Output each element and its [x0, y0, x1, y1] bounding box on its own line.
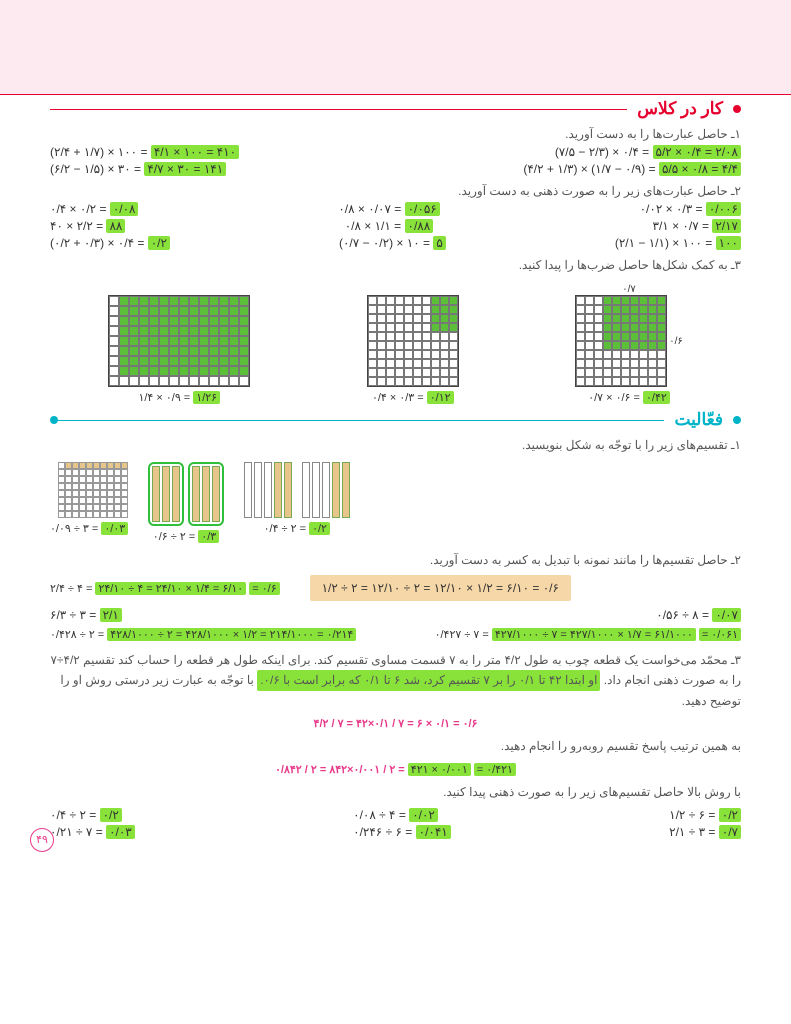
dot-icon: [733, 105, 741, 113]
act3-para: ۳ـ محمّد می‌خواست یک قطعه چوب به طول ۴/۲…: [50, 650, 741, 711]
page-number: ۴۹: [30, 828, 54, 852]
expr: ۳/۱ × ۰/۷ = ۲/۱۷: [653, 219, 741, 233]
expr: ۱/۲ ÷ ۶ = ۰/۲: [669, 808, 741, 822]
example-box: ۱/۲ ÷ ۲ = ۱۲/۱۰ ÷ ۲ = ۱۲/۱۰ × ۱/۲ = ۶/۱۰…: [310, 575, 571, 601]
divider: [58, 420, 664, 421]
mult-grid: [367, 295, 459, 387]
expr: (۰/۷ − ۰/۲) × ۱۰ = ۵: [339, 236, 446, 250]
mult-grid: [575, 295, 667, 387]
eq: ۴/۲ / ۷ = ۴۲×۰/۱ / ۷ = ۶ × ۰/۱ = ۰/۶: [50, 717, 741, 730]
q3-instr: ۳ـ به کمک شکل‌ها حاصل ضرب‌ها را پیدا کنی…: [50, 258, 741, 272]
section-title: کار در کلاس: [627, 99, 733, 119]
expr: ۰/۴۲۸ ÷ ۲ = ۴۲۸/۱۰۰۰ ÷ ۲ = ۴۲۸/۱۰۰۰ × ۱/…: [50, 628, 356, 641]
grids: ۱/۴ × ۰/۹ = ۱/۲۶ ۰/۴ × ۰/۳ = ۰/۱۲ ۰/۷ ۰/…: [50, 284, 741, 404]
expr: ۶/۳ ÷ ۳ = ۲/۱: [50, 608, 122, 622]
eq: ۰/۸۴۲ / ۲ = ۸۴۲×۰/۰۰۱ / ۲ = ۴۲۱ × ۰/۰۰۱ …: [50, 763, 741, 776]
expr: ۰/۸ × ۱/۱ = ۰/۸۸: [345, 219, 433, 233]
section-title: فعّالیت: [664, 410, 733, 430]
shape-strips: [148, 462, 184, 526]
expr: ۰/۰۸ ÷ ۴ = ۰/۰۲: [353, 808, 438, 822]
page-header: [0, 0, 791, 95]
expr: (۶/۲ − ۱/۵) × ۳۰ = ۴/۷ × ۳۰ = ۱۴۱: [50, 162, 226, 176]
expr: ۰/۴ × ۰/۲ = ۰/۰۸: [50, 202, 138, 216]
shape-strips: [244, 462, 350, 518]
expr: ۰/۴۲۷ ÷ ۷ = ۴۲۷/۱۰۰۰ ÷ ۷ = ۴۲۷/۱۰۰۰ × ۱/…: [435, 628, 741, 641]
expr: (۴/۲ + ۱/۳) × (۱/۷ − ۰/۹) = ۵/۵ × ۰/۸ = …: [523, 162, 741, 176]
dot-icon: [50, 416, 58, 424]
expr: ۲/۱ ÷ ۳ = ۰/۷: [669, 825, 741, 839]
shape-grid: [50, 462, 128, 518]
dim-label: ۰/۷: [575, 284, 683, 295]
divider: [50, 109, 627, 110]
expr: ۰/۰۲ × ۰/۳ = ۰/۰۰۶: [640, 202, 741, 216]
expr: ۰/۲۱ ÷ ۷ = ۰/۰۳: [50, 825, 135, 839]
expr: ۰/۸ × ۰/۰۷ = ۰/۰۵۶: [338, 202, 439, 216]
act3-para3: به همین ترتیب پاسخ تقسیم روبه‌رو را انجا…: [50, 736, 741, 756]
expr: ۰/۴ ÷ ۲ = ۰/۲: [50, 808, 122, 822]
section-activity: فعّالیت: [50, 410, 741, 430]
dot-icon: [733, 416, 741, 424]
expr: (۲/۴ + ۱/۷) × ۱۰۰ = ۴/۱ × ۱۰۰ = ۴۱۰: [50, 145, 239, 159]
expr: (۷/۵ − ۲/۳) × ۰/۴ = ۵/۲ × ۰/۴ = ۲/۰۸: [555, 145, 741, 159]
q2-instr: ۲ـ حاصل عبارت‌های زیر را به صورت ذهنی به…: [50, 184, 741, 198]
expr: ۰/۵۶ ÷ ۸ = ۰/۰۷: [656, 608, 741, 622]
activity-shapes: ۰/۰۹ ÷ ۳ = ۰/۰۳ ۰/۶ ÷ ۲ = ۰/۳ ۰/۴ ÷ ۲ = …: [50, 462, 741, 543]
expr: ۴۰ × ۲/۲ = ۸۸: [50, 219, 125, 233]
act2-instr: ۲ـ حاصل تقسیم‌ها را مانند نمونه با تبدیل…: [50, 553, 741, 567]
dim-label: ۰/۶: [669, 336, 683, 347]
mult-grid: [108, 295, 250, 387]
act1-instr: ۱ـ تقسیم‌های زیر را با توجّه به شکل بنوی…: [50, 438, 741, 452]
section-classwork: کار در کلاس: [50, 99, 741, 119]
shape-strips: [188, 462, 224, 526]
expr: ۲/۴ ÷ ۴ = ۲۴/۱۰ ÷ ۴ = ۲۴/۱۰ × ۱/۴ = ۶/۱۰…: [50, 582, 280, 595]
act3-para4: با روش بالا حاصل تقسیم‌های زیر را به صور…: [50, 782, 741, 802]
expr: ۰/۲۴۶ ÷ ۶ = ۰/۰۴۱: [353, 825, 451, 839]
q1-instr: ۱ـ حاصل عبارت‌ها را به دست آورید.: [50, 127, 741, 141]
expr: (۲/۱ − ۱/۱) × ۱۰۰ = ۱۰۰: [615, 236, 741, 250]
expr: (۰/۲ + ۰/۳) × ۰/۴ = ۰/۲: [50, 236, 170, 250]
